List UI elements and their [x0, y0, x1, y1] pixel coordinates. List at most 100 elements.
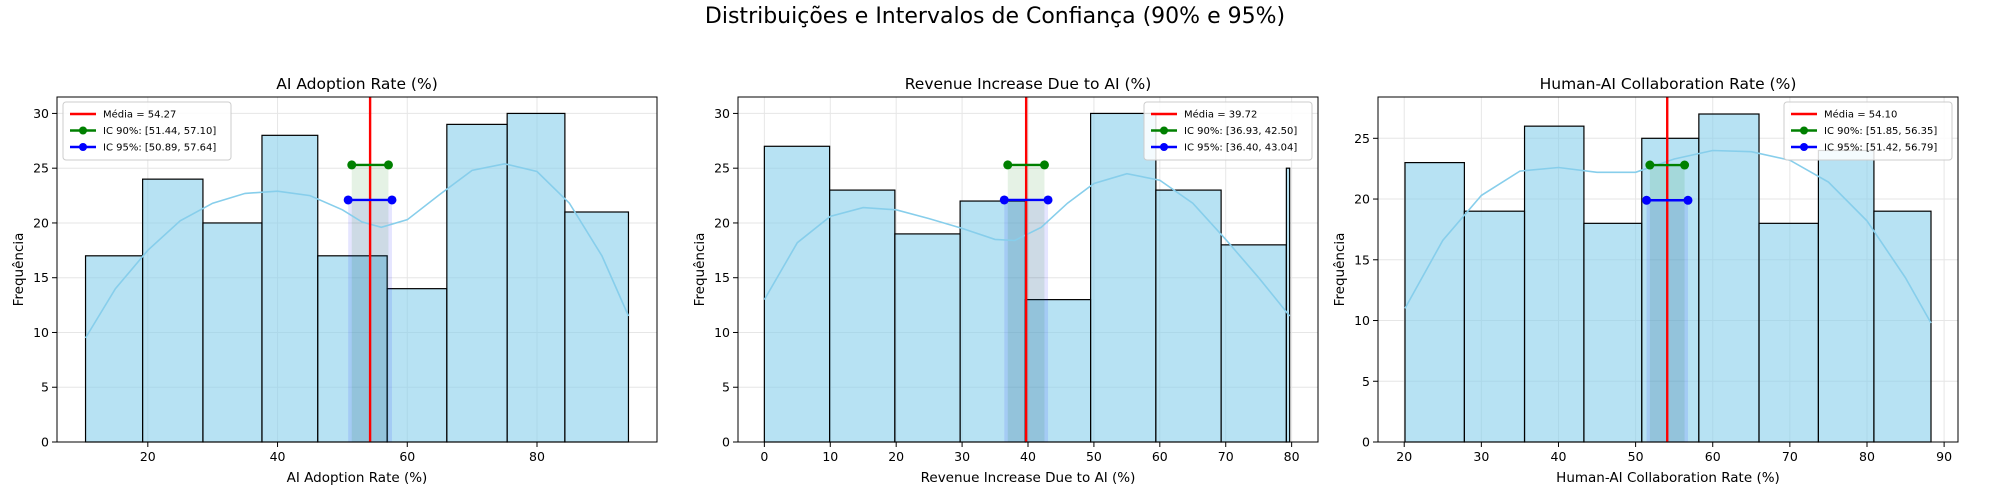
legend-ci95-marker: [1160, 143, 1168, 151]
histogram-bar: [386, 288, 448, 443]
legend-ci95-label: IC 95%: [36.40, 43.04]: [1184, 143, 1297, 154]
legend-box: [1783, 101, 1953, 161]
x-tick-label: 80: [1284, 449, 1300, 464]
y-tick-label: 25: [714, 161, 730, 176]
legend-mean-label: Média = 39.72: [1184, 109, 1257, 121]
histogram-bar: [1024, 299, 1092, 443]
histogram-bar: [829, 189, 896, 443]
legend-ci90-label: IC 90%: [51.85, 56.35]: [1824, 126, 1937, 137]
x-tick-label: 30: [954, 449, 970, 464]
histogram-bar: [1583, 222, 1643, 443]
ci95-interval-marker-high: [1043, 195, 1053, 205]
x-tick-label: 30: [1473, 449, 1489, 464]
axes-title: Human-AI Collaboration Rate (%): [1540, 75, 1797, 93]
y-tick-label: 0: [41, 435, 49, 450]
histogram-bars-revenue: [763, 112, 1291, 443]
y-tick-label: 0: [1362, 435, 1370, 450]
y-tick-label: 30: [714, 106, 730, 121]
tick-labels-adoption: 20 40 60 80 0 5 10 15 20 25 30: [33, 106, 545, 464]
legend-box: [1143, 101, 1313, 161]
legend-ci95-label: IC 95%: [51.42, 56.79]: [1824, 143, 1937, 154]
ci95-interval-marker-high: [1683, 195, 1693, 205]
x-axis-label: AI Adoption Rate (%): [287, 470, 428, 486]
histogram-bar: [1698, 113, 1760, 443]
kde-curve: [763, 172, 1291, 317]
histogram-bar: [1817, 149, 1875, 443]
x-tick-label: 40: [1551, 449, 1567, 464]
histogram-bar: [202, 222, 263, 443]
x-tick-label: 40: [1020, 449, 1036, 464]
histogram-bar: [1090, 112, 1157, 443]
legend-ci95-marker: [79, 143, 87, 151]
y-tick-label: 15: [714, 270, 730, 285]
legend-ci90-marker: [79, 126, 87, 135]
histogram-bar: [1285, 167, 1291, 443]
x-tick-label: 10: [822, 449, 838, 464]
histogram-bar: [1155, 189, 1222, 443]
figure-title: Distribuições e Intervalos de Confiança …: [704, 4, 1286, 29]
x-tick-label: 80: [529, 449, 545, 464]
legend-ci90-marker: [1800, 126, 1808, 135]
y-tick-label: 5: [1362, 374, 1370, 389]
legend-ci95-label: IC 95%: [50.89, 57.64]: [103, 143, 216, 154]
histogram-bar: [1404, 161, 1465, 443]
ci90-interval-marker-high: [1039, 160, 1049, 170]
x-tick-label: 80: [1859, 449, 1875, 464]
legend-collaboration: Média = 54.10 IC 90%: [51.85, 56.35] IC 95…: [1783, 101, 1953, 161]
ci90-interval-marker-low: [1645, 160, 1655, 170]
y-tick-label: 25: [1354, 131, 1370, 146]
y-tick-label: 5: [722, 380, 730, 395]
ci95-interval: [1642, 195, 1693, 205]
ci90-interval: [347, 160, 393, 170]
tick-labels-revenue: 0 10 20 30 40 50 60 70 80 0 5 10 15 20 25 30: [714, 106, 1300, 464]
tick-labels-collaboration: 20 30 40 50 60 70 80 90 0 5 10 15 20 25: [1354, 131, 1952, 464]
kde-curve: [84, 162, 630, 339]
histogram-bar: [317, 255, 388, 443]
histogram-bar: [1758, 222, 1819, 443]
y-tick-label: 10: [1354, 313, 1370, 328]
histogram-bar: [763, 145, 831, 443]
histogram-bar: [894, 233, 961, 443]
histogram-bar: [1463, 210, 1526, 443]
ci95-interval-marker-low: [999, 195, 1009, 205]
y-tick-label: 20: [33, 215, 49, 230]
histogram-bar: [1641, 137, 1700, 443]
y-axis-label: Frequência: [1332, 233, 1348, 307]
legend-ci90-label: IC 90%: [36.93, 42.50]: [1184, 126, 1297, 137]
histogram-bars-adoption: [84, 112, 630, 443]
legend-ci90-label: IC 90%: [51.44, 57.10]: [103, 126, 216, 137]
y-tick-label: 10: [714, 325, 730, 340]
ci95-interval-marker-low: [1642, 195, 1652, 205]
legend-revenue: Média = 39.72 IC 90%: [36.93, 42.50] IC 95…: [1143, 101, 1313, 161]
y-axis-label: Frequência: [692, 233, 708, 307]
histogram-bar: [564, 211, 630, 443]
x-tick-label: 70: [1218, 449, 1234, 464]
chart-panel-collaboration: 20 30 40 50 60 70 80 90 0 5 10 15 20 25 Human-AI Colla…: [1332, 75, 1959, 486]
y-tick-label: 15: [1354, 252, 1370, 267]
ci95-interval-marker-low: [343, 195, 353, 205]
ci90-interval: [1645, 160, 1690, 170]
legend-mean-label: Média = 54.10: [1824, 109, 1897, 121]
y-tick-label: 0: [722, 435, 730, 450]
axes-frame: [1377, 96, 1959, 443]
chart-panel-adoption: 20 40 60 80 0 5 10 15 20 25 30 AI Adoption Rate (%)…: [11, 75, 658, 486]
chart-panel-revenue: 0 10 20 30 40 50 60 70 80 0 5 10 15 20 25 30 Revenue Inc…: [692, 75, 1319, 486]
x-axis-label: Revenue Increase Due to AI (%): [921, 470, 1136, 486]
kde-curve: [1404, 149, 1932, 324]
y-tick-label: 20: [1354, 192, 1370, 207]
ci90-interval-marker-high: [1680, 160, 1690, 170]
axes-title: AI Adoption Rate (%): [276, 75, 438, 93]
x-tick-label: 20: [140, 449, 156, 464]
x-tick-label: 40: [270, 449, 286, 464]
ci90-interval: [1003, 160, 1049, 170]
histogram-bar: [1873, 210, 1932, 443]
histogram-bar: [1523, 125, 1585, 443]
y-tick-label: 20: [714, 215, 730, 230]
x-tick-label: 60: [1705, 449, 1721, 464]
ci90-interval-marker-low: [1003, 160, 1013, 170]
histogram-bar: [1220, 244, 1287, 443]
ci95-interval-marker-high: [387, 195, 397, 205]
ci90-interval-marker-high: [383, 160, 393, 170]
legend-box: [62, 101, 232, 161]
legend-mean-label: Média = 54.27: [103, 109, 176, 121]
